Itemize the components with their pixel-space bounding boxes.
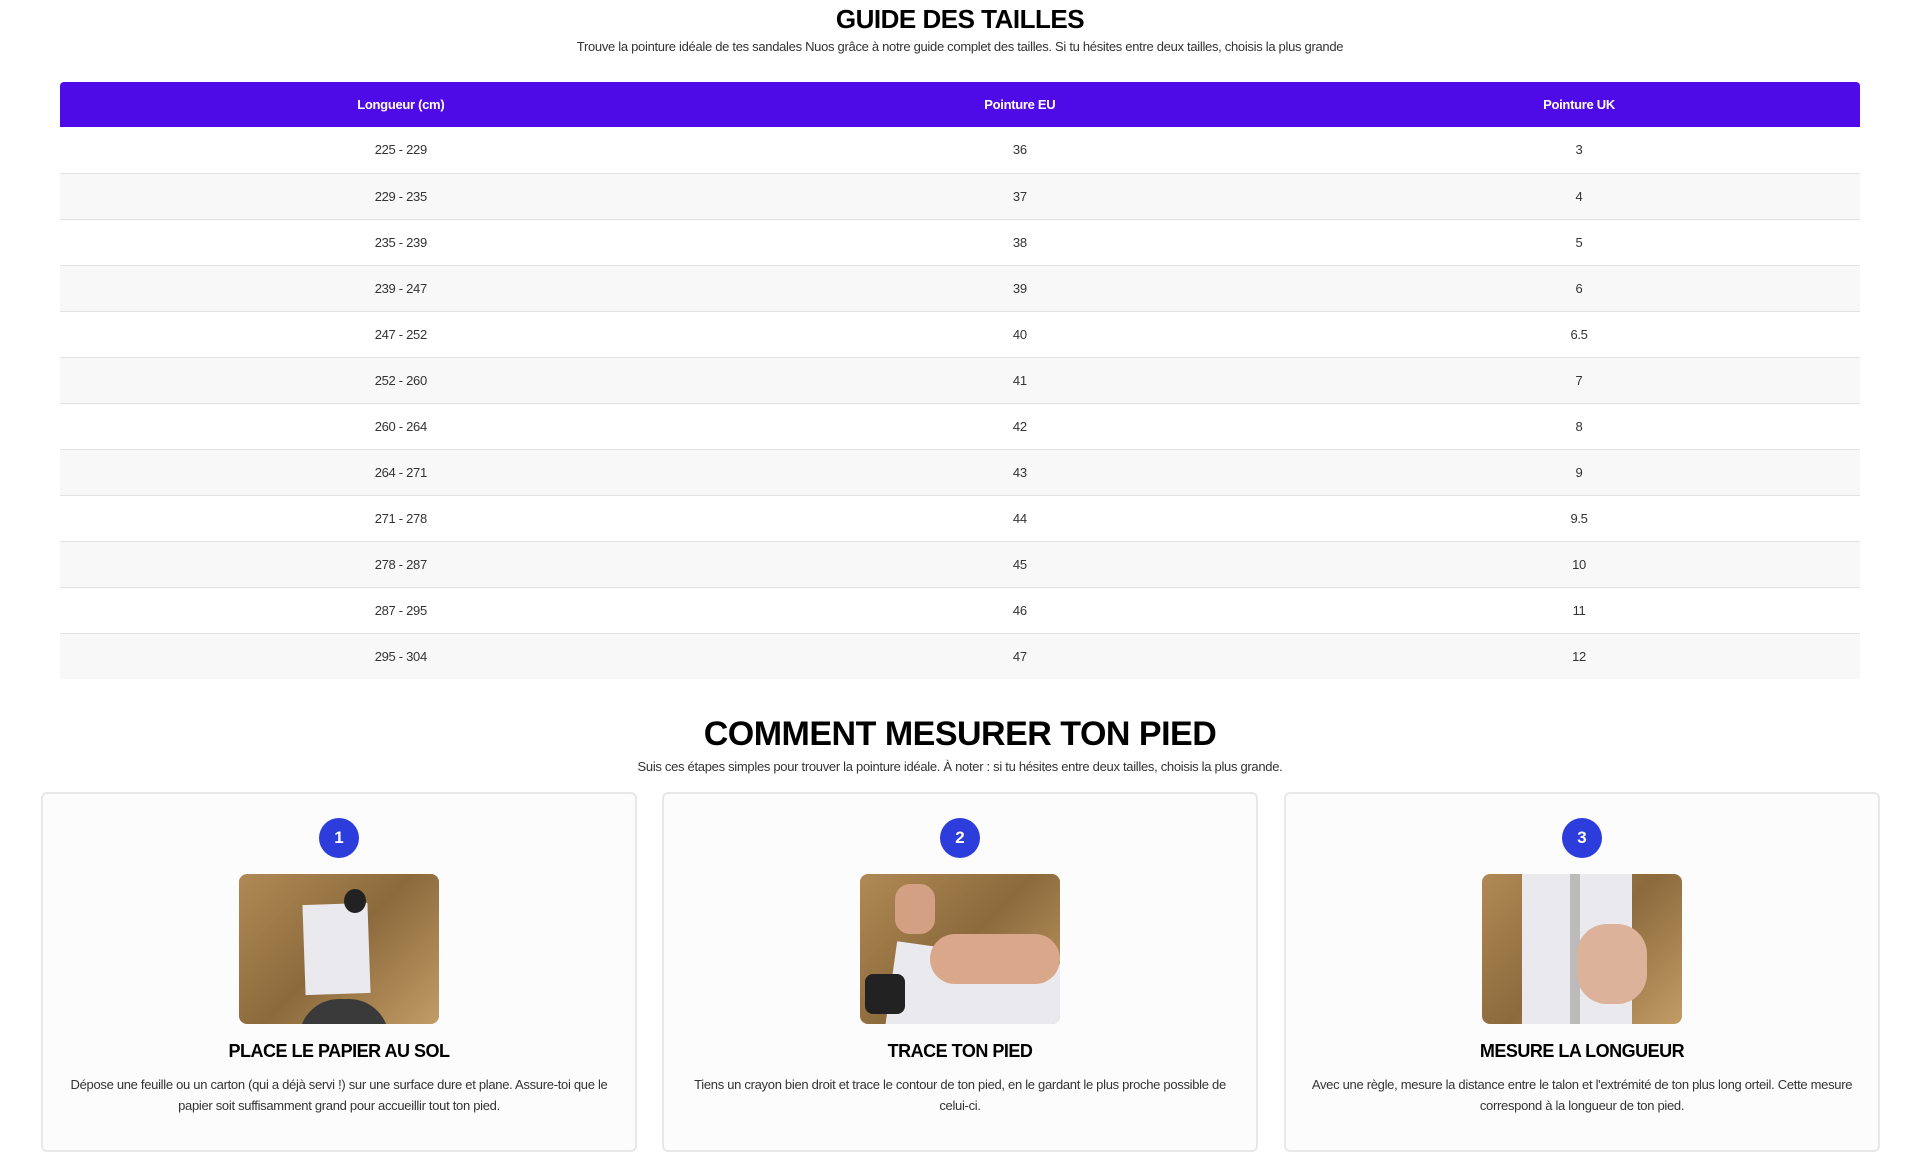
cell-uk: 8 [1298, 403, 1860, 450]
cell-eu: 44 [741, 495, 1299, 542]
step-title: TRACE TON PIED [887, 1041, 1033, 1061]
cell-uk: 6 [1298, 265, 1860, 312]
step-title: MESURE LA LONGUEUR [1479, 1041, 1685, 1061]
table-row: 235 - 239 38 5 [60, 219, 1860, 266]
cell-length: 278 - 287 [60, 541, 742, 588]
table-row: 278 - 287 45 10 [60, 541, 1860, 588]
step-number-badge: 2 [940, 818, 980, 858]
step-card-1: 1 PLACE LE PAPIER AU SOL Dépose une feui… [41, 792, 637, 1152]
cell-eu: 46 [741, 587, 1299, 634]
header-length: Longueur (cm) [357, 97, 445, 112]
table-row: 264 - 271 43 9 [60, 449, 1860, 496]
cell-length: 287 - 295 [60, 587, 742, 634]
step-number-badge: 3 [1562, 818, 1602, 858]
table-row: 239 - 247 39 6 [60, 265, 1860, 312]
table-row: 229 - 235 37 4 [60, 173, 1860, 220]
step-photo-paper-on-floor [239, 874, 439, 1024]
cell-length: 239 - 247 [60, 265, 742, 312]
table-header: Longueur (cm) Pointure EU Pointure UK [60, 82, 1860, 127]
cell-eu: 42 [741, 403, 1299, 450]
cell-uk: 9 [1298, 449, 1860, 496]
step-photo-trace-foot [860, 874, 1060, 1024]
cell-eu: 41 [741, 357, 1299, 404]
cell-uk: 5 [1298, 219, 1860, 266]
cell-uk: 4 [1298, 173, 1860, 220]
table-row: 287 - 295 46 11 [60, 587, 1860, 634]
cell-eu: 37 [741, 173, 1299, 220]
size-table: Longueur (cm) Pointure EU Pointure UK 22… [60, 82, 1860, 679]
table-row: 252 - 260 41 7 [60, 357, 1860, 404]
cell-eu: 36 [741, 127, 1299, 174]
cell-length: 260 - 264 [60, 403, 742, 450]
step-title: PLACE LE PAPIER AU SOL [228, 1041, 450, 1061]
measure-title: COMMENT MESURER TON PIED [703, 715, 1217, 753]
page-subtitle: Trouve la pointure idéale de tes sandale… [576, 39, 1344, 54]
cell-uk: 3 [1298, 127, 1860, 174]
step-card-2: 2 TRACE TON PIED Tiens un crayon bien dr… [662, 792, 1258, 1152]
cell-uk: 11 [1298, 587, 1860, 634]
cell-eu: 43 [741, 449, 1299, 496]
step-photo-measure-length [1482, 874, 1682, 1024]
step-text: Tiens un crayon bien droit et trace le c… [694, 1077, 1226, 1113]
cell-length: 235 - 239 [60, 219, 742, 266]
cell-eu: 47 [1012, 648, 1027, 664]
cell-length: 271 - 278 [60, 495, 742, 542]
cell-length: 229 - 235 [60, 173, 742, 220]
cell-eu: 39 [741, 265, 1299, 312]
cell-uk: 7 [1298, 357, 1860, 404]
cell-eu: 45 [741, 541, 1299, 588]
header-uk: Pointure UK [1543, 97, 1615, 112]
page-title: GUIDE DES TAILLES [835, 4, 1085, 34]
table-row: 295 - 304 47 12 [60, 633, 1860, 679]
table-row: 260 - 264 42 8 [60, 403, 1860, 450]
cell-uk: 12 [1572, 648, 1586, 664]
cell-uk: 6.5 [1298, 311, 1860, 358]
step-text: Avec une règle, mesure la distance entre… [1311, 1077, 1853, 1113]
cell-length: 264 - 271 [60, 449, 742, 496]
cell-eu: 38 [741, 219, 1299, 266]
cell-length: 252 - 260 [60, 357, 742, 404]
table-row: 247 - 252 40 6.5 [60, 311, 1860, 358]
cell-length: 247 - 252 [60, 311, 742, 358]
step-text: Dépose une feuille ou un carton (qui a d… [70, 1077, 608, 1113]
cell-eu: 40 [741, 311, 1299, 358]
cell-length: 295 - 304 [374, 648, 428, 664]
step-card-3: 3 MESURE LA LONGUEUR Avec une règle, mes… [1284, 792, 1880, 1152]
cell-length: 225 - 229 [60, 127, 742, 174]
table-row: 271 - 278 44 9.5 [60, 495, 1860, 542]
header-eu: Pointure EU [984, 97, 1056, 112]
cell-uk: 9.5 [1298, 495, 1860, 542]
measure-subtitle: Suis ces étapes simples pour trouver la … [637, 759, 1283, 774]
cell-uk: 10 [1298, 541, 1860, 588]
step-number-badge: 1 [319, 818, 359, 858]
table-row: 225 - 229 36 3 [60, 127, 1860, 174]
